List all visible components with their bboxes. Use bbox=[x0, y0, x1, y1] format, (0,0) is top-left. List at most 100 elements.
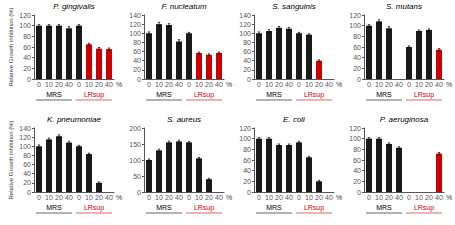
svg-text:0: 0 bbox=[147, 194, 151, 201]
svg-text:20: 20 bbox=[243, 66, 251, 73]
svg-text:MRS: MRS bbox=[156, 204, 172, 211]
svg-text:10: 10 bbox=[195, 81, 203, 88]
svg-text:20: 20 bbox=[95, 81, 103, 88]
svg-text:0: 0 bbox=[357, 189, 361, 196]
svg-text:40: 40 bbox=[395, 81, 403, 88]
svg-text:0: 0 bbox=[367, 194, 371, 201]
svg-text:20: 20 bbox=[385, 81, 393, 88]
svg-text:0: 0 bbox=[77, 81, 81, 88]
svg-text:20: 20 bbox=[205, 194, 213, 201]
svg-text:60: 60 bbox=[23, 44, 31, 51]
svg-text:S. mutans: S. mutans bbox=[386, 2, 422, 11]
svg-text:40: 40 bbox=[325, 81, 333, 88]
svg-text:40: 40 bbox=[243, 167, 251, 174]
svg-text:10: 10 bbox=[85, 81, 93, 88]
svg-text:40: 40 bbox=[395, 194, 403, 201]
svg-text:P. gingivalis: P. gingivalis bbox=[53, 2, 95, 11]
svg-text:60: 60 bbox=[243, 157, 251, 164]
svg-text:LRsup: LRsup bbox=[304, 204, 324, 212]
svg-text:10: 10 bbox=[375, 194, 383, 201]
svg-text:20: 20 bbox=[275, 81, 283, 88]
svg-text:%: % bbox=[446, 194, 452, 201]
svg-text:80: 80 bbox=[353, 33, 361, 40]
svg-text:140: 140 bbox=[129, 12, 141, 19]
svg-text:60: 60 bbox=[243, 48, 251, 55]
svg-text:10: 10 bbox=[265, 194, 273, 201]
svg-text:20: 20 bbox=[165, 194, 173, 201]
svg-text:20: 20 bbox=[133, 66, 141, 73]
svg-text:20: 20 bbox=[243, 178, 251, 185]
svg-text:40: 40 bbox=[65, 194, 73, 201]
svg-text:20: 20 bbox=[353, 65, 361, 72]
svg-text:20: 20 bbox=[425, 194, 433, 201]
svg-text:0: 0 bbox=[37, 194, 41, 201]
svg-text:40: 40 bbox=[23, 170, 31, 177]
svg-text:150: 150 bbox=[129, 141, 141, 148]
svg-text:20: 20 bbox=[315, 194, 323, 201]
svg-text:10: 10 bbox=[45, 194, 53, 201]
svg-text:0: 0 bbox=[137, 76, 141, 83]
svg-text:MRS: MRS bbox=[266, 204, 282, 211]
svg-text:%: % bbox=[116, 81, 122, 88]
svg-text:S. sanguinis: S. sanguinis bbox=[272, 2, 316, 11]
svg-text:0: 0 bbox=[187, 194, 191, 201]
svg-text:40: 40 bbox=[105, 194, 113, 201]
svg-text:LRsup: LRsup bbox=[304, 91, 324, 99]
svg-text:0: 0 bbox=[37, 81, 41, 88]
svg-text:MRS: MRS bbox=[46, 204, 62, 211]
svg-text:40: 40 bbox=[285, 194, 293, 201]
svg-text:80: 80 bbox=[353, 146, 361, 153]
svg-text:100: 100 bbox=[19, 143, 31, 150]
svg-text:80: 80 bbox=[23, 152, 31, 159]
svg-text:%: % bbox=[336, 194, 342, 201]
svg-text:40: 40 bbox=[65, 81, 73, 88]
svg-text:40: 40 bbox=[325, 194, 333, 201]
svg-text:0: 0 bbox=[297, 81, 301, 88]
svg-text:60: 60 bbox=[23, 161, 31, 168]
svg-text:0: 0 bbox=[27, 76, 31, 83]
svg-text:10: 10 bbox=[155, 81, 163, 88]
svg-text:%: % bbox=[446, 81, 452, 88]
svg-text:50: 50 bbox=[133, 173, 141, 180]
svg-text:LRsup: LRsup bbox=[414, 91, 434, 99]
svg-text:60: 60 bbox=[353, 44, 361, 51]
svg-text:40: 40 bbox=[285, 81, 293, 88]
svg-text:0: 0 bbox=[357, 76, 361, 83]
svg-text:20: 20 bbox=[385, 194, 393, 201]
svg-text:20: 20 bbox=[55, 194, 63, 201]
svg-text:20: 20 bbox=[425, 81, 433, 88]
svg-text:F. nucleatum: F. nucleatum bbox=[161, 2, 207, 11]
svg-text:0: 0 bbox=[247, 189, 251, 196]
svg-text:80: 80 bbox=[133, 39, 141, 46]
svg-text:0: 0 bbox=[247, 76, 251, 83]
svg-text:10: 10 bbox=[375, 81, 383, 88]
svg-text:0: 0 bbox=[77, 194, 81, 201]
svg-text:0: 0 bbox=[407, 81, 411, 88]
svg-text:0: 0 bbox=[187, 81, 191, 88]
svg-text:40: 40 bbox=[175, 194, 183, 201]
svg-text:40: 40 bbox=[215, 81, 223, 88]
svg-text:%: % bbox=[226, 81, 232, 88]
svg-text:0: 0 bbox=[137, 189, 141, 196]
svg-text:20: 20 bbox=[275, 194, 283, 201]
svg-text:10: 10 bbox=[155, 194, 163, 201]
svg-text:MRS: MRS bbox=[46, 91, 62, 98]
svg-text:20: 20 bbox=[23, 65, 31, 72]
svg-text:120: 120 bbox=[349, 12, 361, 19]
svg-text:120: 120 bbox=[349, 125, 361, 132]
svg-text:60: 60 bbox=[133, 48, 141, 55]
svg-text:140: 140 bbox=[19, 125, 31, 132]
svg-text:MRS: MRS bbox=[376, 91, 392, 98]
svg-text:100: 100 bbox=[239, 135, 251, 142]
svg-text:S. aureus: S. aureus bbox=[167, 115, 201, 124]
svg-text:Relative Growth inhibition (%): Relative Growth inhibition (%) bbox=[8, 120, 14, 199]
svg-text:40: 40 bbox=[175, 81, 183, 88]
svg-text:10: 10 bbox=[195, 194, 203, 201]
svg-text:120: 120 bbox=[239, 125, 251, 132]
svg-text:0: 0 bbox=[257, 194, 261, 201]
svg-text:MRS: MRS bbox=[156, 91, 172, 98]
svg-text:200: 200 bbox=[129, 125, 141, 132]
svg-text:20: 20 bbox=[95, 194, 103, 201]
svg-text:0: 0 bbox=[147, 81, 151, 88]
svg-text:10: 10 bbox=[85, 194, 93, 201]
